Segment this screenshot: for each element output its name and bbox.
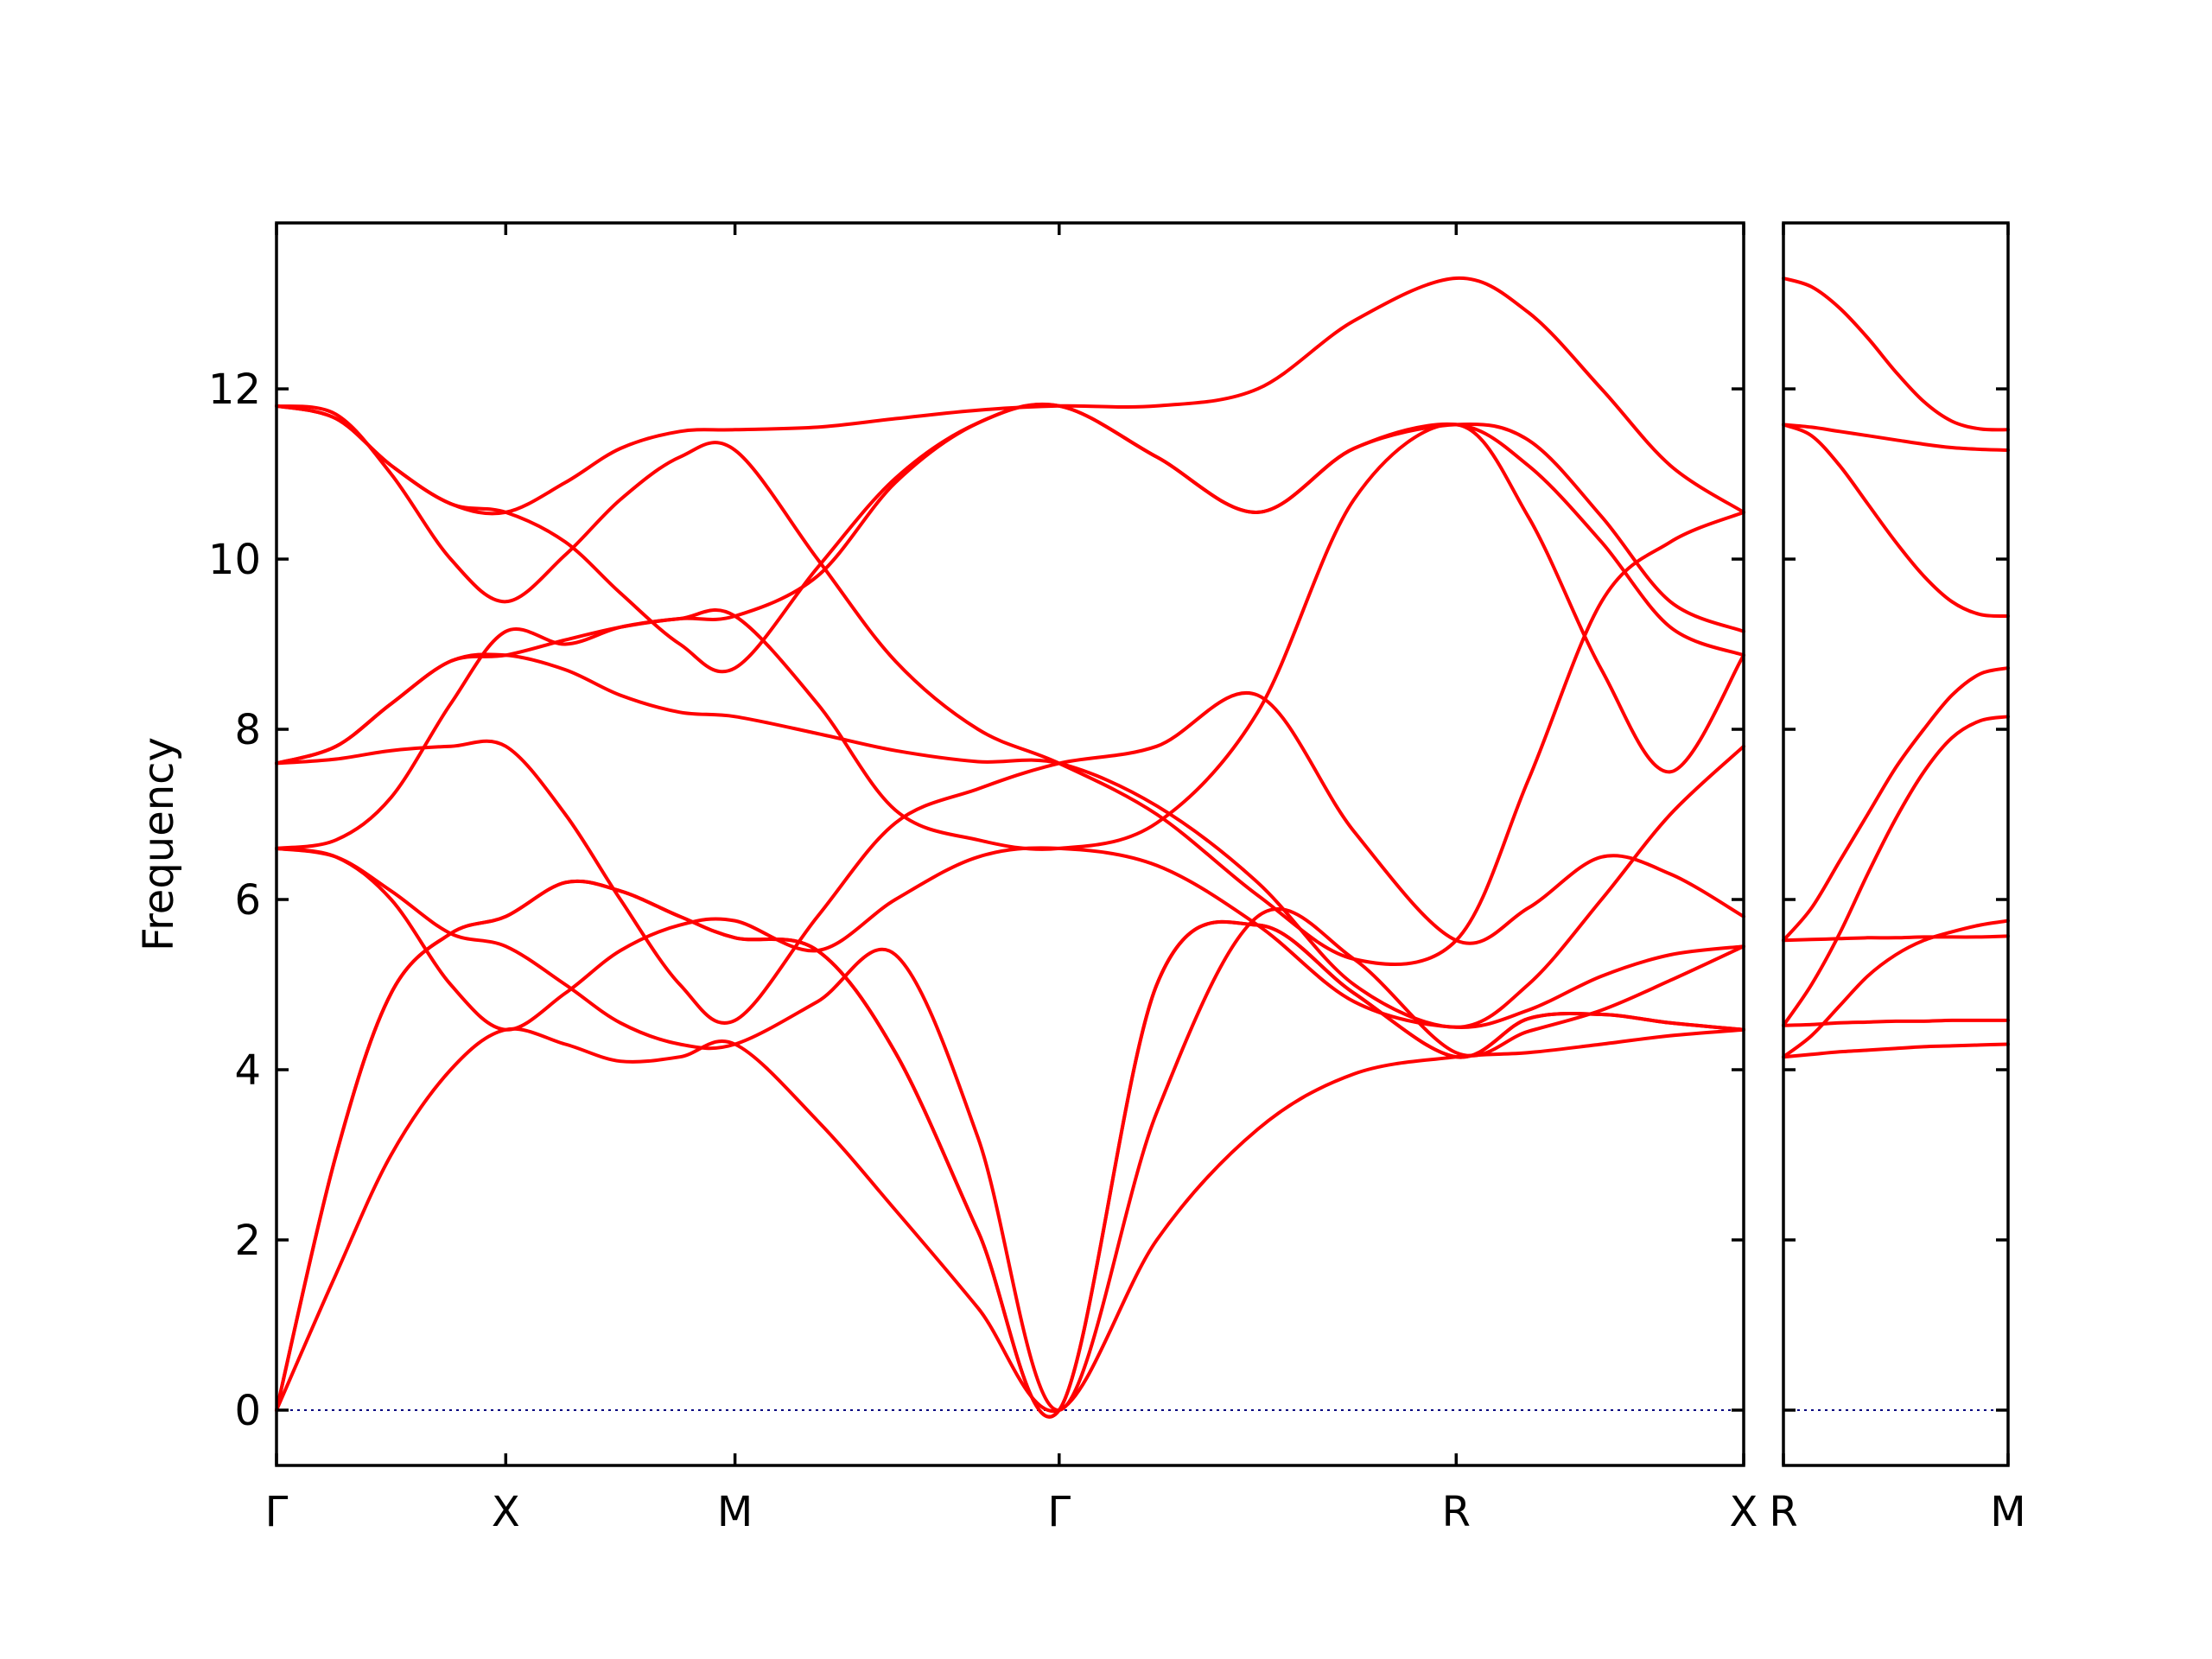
phonon-band-left-12 — [275, 276, 1745, 516]
x-tick-label-X: X — [492, 1488, 520, 1536]
phonon-band-left-3 — [275, 879, 1745, 1419]
x-tick-label-R: R — [1769, 1488, 1797, 1536]
phonon-band-left-7 — [275, 691, 1745, 1025]
y-tick-label: 4 — [234, 1046, 261, 1095]
phonon-band-left-8 — [275, 652, 1745, 1029]
y-tick-label: 2 — [234, 1217, 261, 1265]
plot-panel-left: 0 2 4 6 8 10 12 Γ X M Γ R X — [208, 221, 1758, 1536]
y-tick-label: 0 — [234, 1387, 261, 1435]
ticks-left: 0 2 4 6 8 10 12 Γ X M Γ R X — [208, 223, 1758, 1536]
bands-left — [275, 276, 1745, 1419]
phonon-band-left-10 — [275, 404, 1745, 967]
x-tick-label-R: R — [1442, 1488, 1471, 1536]
phonon-band-left-9 — [275, 423, 1745, 851]
axes-frame-left — [275, 221, 1745, 1467]
phonon-band-right-3 — [1782, 918, 2010, 1059]
x-tick-label-Γ: Γ — [265, 1488, 289, 1536]
y-tick-label: 10 — [208, 536, 261, 584]
phonon-band-left-11 — [275, 402, 1745, 674]
x-tick-label-X: X — [1730, 1488, 1758, 1536]
phonon-band-right-6 — [1782, 666, 2010, 943]
x-tick-label-M: M — [1990, 1488, 2025, 1536]
y-tick-label: 12 — [208, 365, 261, 414]
y-tick-label: 6 — [234, 876, 261, 925]
phonon-band-right-1 — [1782, 1042, 2010, 1059]
x-tick-label-M: M — [717, 1488, 753, 1536]
phonon-band-left-5 — [275, 846, 1745, 1032]
phonon-band-right-7 — [1782, 423, 2010, 619]
phonon-band-right-8 — [1782, 423, 2010, 452]
y-tick-label: 8 — [234, 706, 261, 754]
phonon-band-left-4 — [275, 846, 1745, 1412]
y-axis-label: Frequency — [135, 737, 183, 951]
bands-right — [1782, 276, 2010, 1411]
phonon-band-right-2 — [1782, 1018, 2010, 1027]
axes-frame-right — [1782, 221, 2010, 1467]
x-tick-label-Γ: Γ — [1047, 1488, 1071, 1536]
phonon-band-right-5 — [1782, 715, 2010, 1027]
phonon-band-right-9 — [1782, 276, 2010, 432]
phonon-band-right-4 — [1782, 934, 2010, 943]
